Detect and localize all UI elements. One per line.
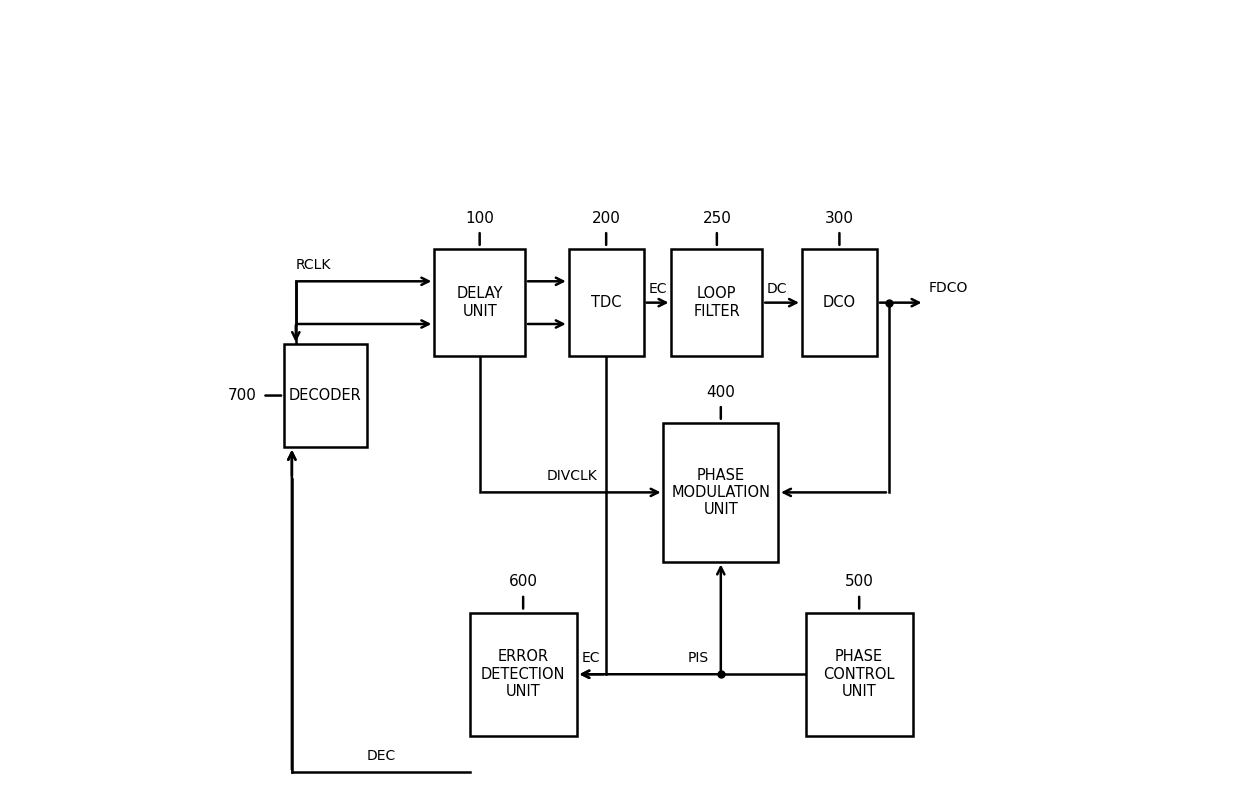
Text: RCLK: RCLK — [296, 258, 331, 272]
Text: DELAY
UNIT: DELAY UNIT — [456, 287, 503, 319]
Text: 300: 300 — [825, 211, 854, 225]
Text: TDC: TDC — [591, 295, 621, 310]
Text: EC: EC — [582, 650, 600, 665]
Text: 500: 500 — [844, 574, 874, 589]
Text: PIS: PIS — [688, 650, 709, 665]
Text: 100: 100 — [465, 211, 494, 225]
Text: LOOP
FILTER: LOOP FILTER — [693, 287, 740, 319]
Text: DEC: DEC — [366, 749, 396, 763]
Text: EC: EC — [649, 282, 667, 296]
Text: PHASE
MODULATION
UNIT: PHASE MODULATION UNIT — [671, 467, 770, 517]
FancyBboxPatch shape — [569, 249, 644, 356]
FancyBboxPatch shape — [284, 344, 367, 447]
Text: PHASE
CONTROL
UNIT: PHASE CONTROL UNIT — [823, 650, 895, 699]
Text: 600: 600 — [508, 574, 538, 589]
FancyBboxPatch shape — [806, 613, 913, 736]
FancyBboxPatch shape — [470, 613, 577, 736]
Text: DC: DC — [768, 282, 787, 296]
FancyBboxPatch shape — [671, 249, 763, 356]
Text: 200: 200 — [591, 211, 620, 225]
FancyBboxPatch shape — [434, 249, 525, 356]
FancyBboxPatch shape — [663, 423, 779, 562]
Text: DCO: DCO — [823, 295, 856, 310]
FancyBboxPatch shape — [802, 249, 877, 356]
Text: FDCO: FDCO — [929, 280, 967, 295]
Text: DECODER: DECODER — [289, 388, 362, 403]
Text: 250: 250 — [702, 211, 732, 225]
Text: ERROR
DETECTION
UNIT: ERROR DETECTION UNIT — [481, 650, 565, 699]
Text: 700: 700 — [227, 388, 257, 403]
Text: DIVCLK: DIVCLK — [546, 469, 596, 483]
Text: 400: 400 — [707, 384, 735, 400]
